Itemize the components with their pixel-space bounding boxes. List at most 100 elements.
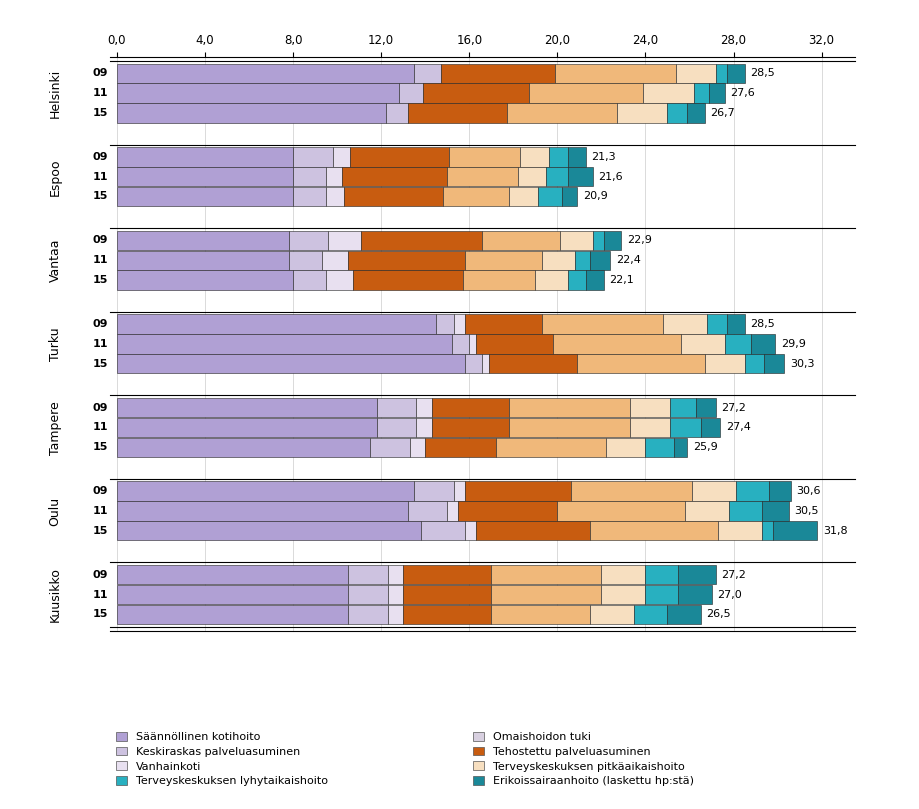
Text: 30,3: 30,3: [789, 358, 814, 369]
Bar: [769, 481, 791, 501]
Bar: [293, 147, 333, 167]
Bar: [634, 604, 667, 624]
Bar: [571, 481, 692, 501]
Text: 11: 11: [93, 88, 108, 98]
Text: 27,4: 27,4: [726, 422, 751, 432]
Bar: [729, 502, 762, 521]
Bar: [667, 604, 700, 624]
Text: 09: 09: [93, 486, 108, 496]
Bar: [293, 187, 326, 206]
Text: 22,1: 22,1: [609, 275, 634, 285]
Bar: [388, 604, 403, 624]
Text: 29,9: 29,9: [781, 339, 806, 349]
Bar: [451, 334, 470, 354]
Bar: [577, 354, 705, 373]
Bar: [694, 83, 709, 103]
Bar: [645, 565, 678, 584]
Bar: [705, 354, 744, 373]
Text: Espoo: Espoo: [49, 159, 62, 196]
Bar: [562, 187, 577, 206]
Bar: [557, 502, 685, 521]
Bar: [117, 315, 437, 333]
Bar: [416, 398, 432, 417]
Bar: [601, 585, 645, 604]
Bar: [348, 251, 465, 270]
Bar: [645, 585, 678, 604]
Bar: [326, 270, 353, 290]
Bar: [454, 315, 465, 333]
Text: 11: 11: [93, 422, 108, 432]
Text: 20,9: 20,9: [583, 192, 607, 201]
Bar: [696, 398, 716, 417]
Bar: [546, 167, 568, 186]
Bar: [462, 270, 536, 290]
Bar: [440, 64, 555, 83]
Bar: [117, 354, 465, 373]
Bar: [399, 83, 423, 103]
Bar: [117, 604, 348, 624]
Bar: [117, 64, 414, 83]
Text: 27,6: 27,6: [731, 88, 755, 98]
Text: 15: 15: [93, 108, 108, 118]
Bar: [437, 315, 454, 333]
Text: 11: 11: [93, 172, 108, 182]
Bar: [465, 315, 542, 333]
Bar: [408, 502, 448, 521]
Bar: [465, 354, 482, 373]
Bar: [667, 104, 687, 123]
Bar: [736, 481, 769, 501]
Text: 15: 15: [93, 443, 108, 452]
Bar: [361, 231, 482, 250]
Bar: [678, 585, 711, 604]
Bar: [687, 104, 705, 123]
Bar: [293, 167, 326, 186]
Text: 27,0: 27,0: [717, 590, 742, 599]
Bar: [117, 270, 293, 290]
Bar: [117, 334, 451, 354]
Text: Helsinki: Helsinki: [49, 69, 62, 118]
Text: 21,3: 21,3: [592, 152, 616, 162]
Bar: [289, 251, 322, 270]
Text: 11: 11: [93, 339, 108, 349]
Text: 21,6: 21,6: [598, 172, 623, 182]
Text: 31,8: 31,8: [823, 526, 847, 536]
Bar: [520, 147, 549, 167]
Text: Vantaa: Vantaa: [49, 239, 62, 282]
Bar: [538, 187, 562, 206]
Text: Oulu: Oulu: [49, 497, 62, 526]
Bar: [725, 334, 751, 354]
Text: 09: 09: [93, 152, 108, 162]
Text: 30,6: 30,6: [796, 486, 821, 496]
Bar: [542, 315, 664, 333]
Bar: [342, 167, 448, 186]
Bar: [117, 481, 414, 501]
Bar: [423, 83, 528, 103]
Bar: [348, 585, 388, 604]
Bar: [568, 270, 586, 290]
Bar: [117, 502, 408, 521]
Text: 15: 15: [93, 526, 108, 536]
Bar: [645, 438, 674, 457]
Bar: [414, 481, 454, 501]
Bar: [476, 334, 553, 354]
Bar: [676, 64, 716, 83]
Bar: [117, 585, 348, 604]
Bar: [459, 502, 557, 521]
Bar: [664, 315, 707, 333]
Bar: [553, 334, 681, 354]
Bar: [470, 334, 476, 354]
Bar: [344, 187, 443, 206]
Bar: [432, 398, 509, 417]
Bar: [630, 398, 670, 417]
Text: 27,2: 27,2: [721, 570, 746, 580]
Bar: [348, 604, 388, 624]
Bar: [117, 565, 348, 584]
Bar: [568, 167, 593, 186]
Bar: [586, 270, 604, 290]
Bar: [590, 251, 610, 270]
Bar: [606, 438, 645, 457]
Text: 15: 15: [93, 609, 108, 620]
Text: 25,9: 25,9: [693, 443, 718, 452]
Bar: [568, 147, 586, 167]
Bar: [117, 104, 386, 123]
